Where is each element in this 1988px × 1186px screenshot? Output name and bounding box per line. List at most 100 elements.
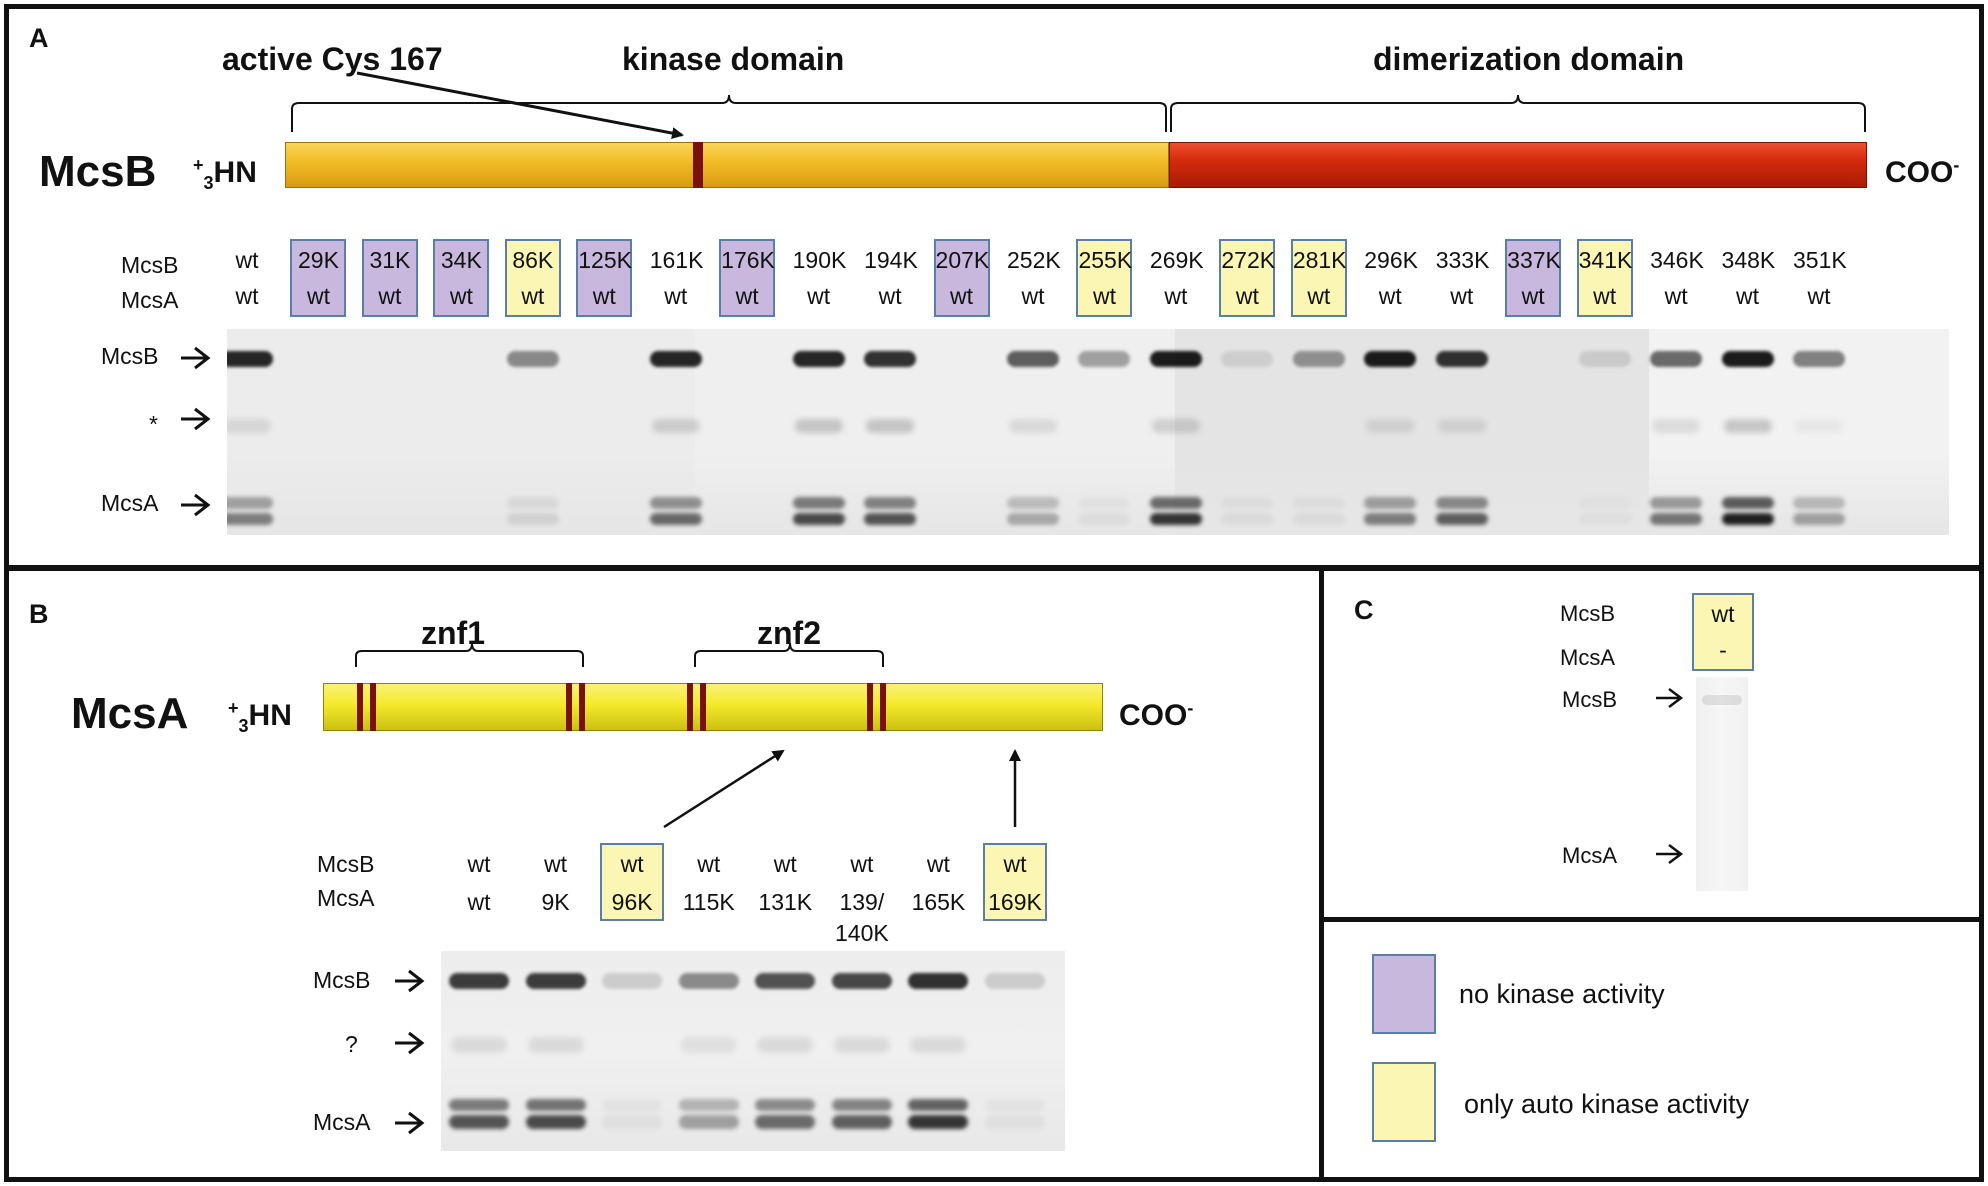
band-mcsa [506,513,559,525]
lane-mcsa-value: 96K [611,889,653,915]
band-mcsa [1221,513,1274,525]
band-mcsa [1149,513,1202,525]
band-mcsa [1721,513,1774,525]
arrow-icon [395,1031,425,1055]
lane-mcsa-value: 115K [682,889,735,915]
lane-header: 161K wt [648,239,704,317]
lane-header: 348K wt [1720,239,1776,317]
band-question [680,1037,737,1053]
lane-mcsa-value: wt [378,283,402,309]
row-label-mcsb: McsB [1560,601,1615,626]
lane-header: 86K wt [504,239,561,317]
znf1-bracket [355,642,584,667]
lane-mcsb-value: 346K [1650,247,1704,273]
mcsa-n-terminus: +3HN [228,698,292,736]
band-mcsa [755,1099,816,1111]
lane-mcsb-value: 86K [512,247,554,273]
band-star [651,419,700,433]
panel-a-label: A [29,23,49,53]
lane-mcsb-value: 34K [440,247,482,273]
lane-mcsb-value: wt [1003,851,1027,877]
band-label-mcsb: McsB [313,967,371,993]
arrow-icon [1656,688,1684,708]
band-mcsa [1293,497,1345,509]
band-star [1652,419,1701,433]
lane-mcsa-value: wt [735,283,759,309]
band-mcsb [792,351,845,367]
lane-mcsa-value: wt [1164,283,1188,309]
band-mcsa [678,1099,739,1111]
lane-mcsb-value: 348K [1721,247,1776,273]
gel-c [1696,677,1748,891]
band-question [757,1037,814,1053]
lane-header: 351K wt [1791,239,1847,317]
band-mcsa [1364,497,1417,509]
band-mcsb [227,351,273,367]
lane-mcsa-value: wt [235,283,259,309]
band-mcsa [985,1115,1045,1129]
panel-b: B znf1 znf2 McsA +3HN COO- [4,566,1324,1182]
lane-header: wt 165K [906,843,970,921]
arrow-icon [1656,844,1684,864]
lane-mcsb-value: 207K [935,247,990,273]
band-mcsa [1793,497,1845,509]
mcsb-n-terminus: +3HN [193,155,257,193]
znf-marker [867,683,873,731]
lane-mcsa-value: wt [449,283,473,309]
lane-mcsa-value: wt [1307,283,1331,309]
mcsa-c-terminus: COO- [1119,698,1194,732]
znf-marker [566,683,572,731]
row-label-mcsa: McsA [1560,645,1615,670]
band-star [1366,419,1415,433]
lane-mcsa-value: wt [1736,283,1760,309]
lane-header: 255K wt [1076,239,1133,317]
lane-mcsa-value: wt [1378,283,1402,309]
lane-mcsa-value: wt [592,283,616,309]
lane-header: 29K wt [290,239,347,317]
lane-c: wt - [1692,593,1754,671]
band-mcsa [792,497,845,509]
lane-header: 337K wt [1505,239,1562,317]
band-mcsa [831,1099,892,1111]
arrow-icon [181,346,211,370]
lane-mcsa-value: wt [950,283,974,309]
arrow-96k [663,749,785,829]
znf-marker [700,683,706,731]
band-mcsa [1078,513,1131,525]
mcsb-kinase-domain-bar [285,142,1169,188]
lane-mcsb-value: wt [620,851,644,877]
lane-header: 207K wt [933,239,990,317]
band-label-star: * [149,411,158,437]
znf-marker [687,683,693,731]
kinase-domain-label: kinase domain [622,41,845,77]
band-question [451,1037,507,1053]
band-mcsb [1292,351,1345,367]
band-mcsb [1149,351,1202,367]
band-mcsb [831,973,892,989]
gel-segment [695,329,1175,535]
band-mcsb [908,973,969,989]
lane-mcsa-value: wt [1092,283,1116,309]
band-mcsa [678,1115,739,1129]
band-mcsb [1078,351,1131,367]
band-mcsa [649,497,702,509]
lane-mcsb-value: wt [697,851,721,877]
lane-mcsa-value: wt [1664,283,1688,309]
lane-header: wt 131K [753,843,817,921]
lane-mcsb-value: wt [235,247,259,273]
legend-swatch-auto-only [1372,1062,1436,1142]
band-mcsb [1221,351,1274,367]
band-arrows-c [1656,688,1684,864]
lane-header: wt wt [447,843,511,921]
lane-mcsb-value: 252K [1007,247,1061,273]
lane-mcsb-value: 31K [369,247,411,273]
mcsa-protein-name: McsA [71,689,189,738]
band-mcsa [227,497,273,509]
lane-mcsa-value: wt [807,283,831,309]
band-star [1009,419,1057,433]
gel-b [441,951,1065,1151]
band-mcsb [449,973,509,989]
lane-mcsa-value: 165K [911,889,966,915]
znf-marker [357,683,363,731]
active-site-arrow [356,71,684,140]
